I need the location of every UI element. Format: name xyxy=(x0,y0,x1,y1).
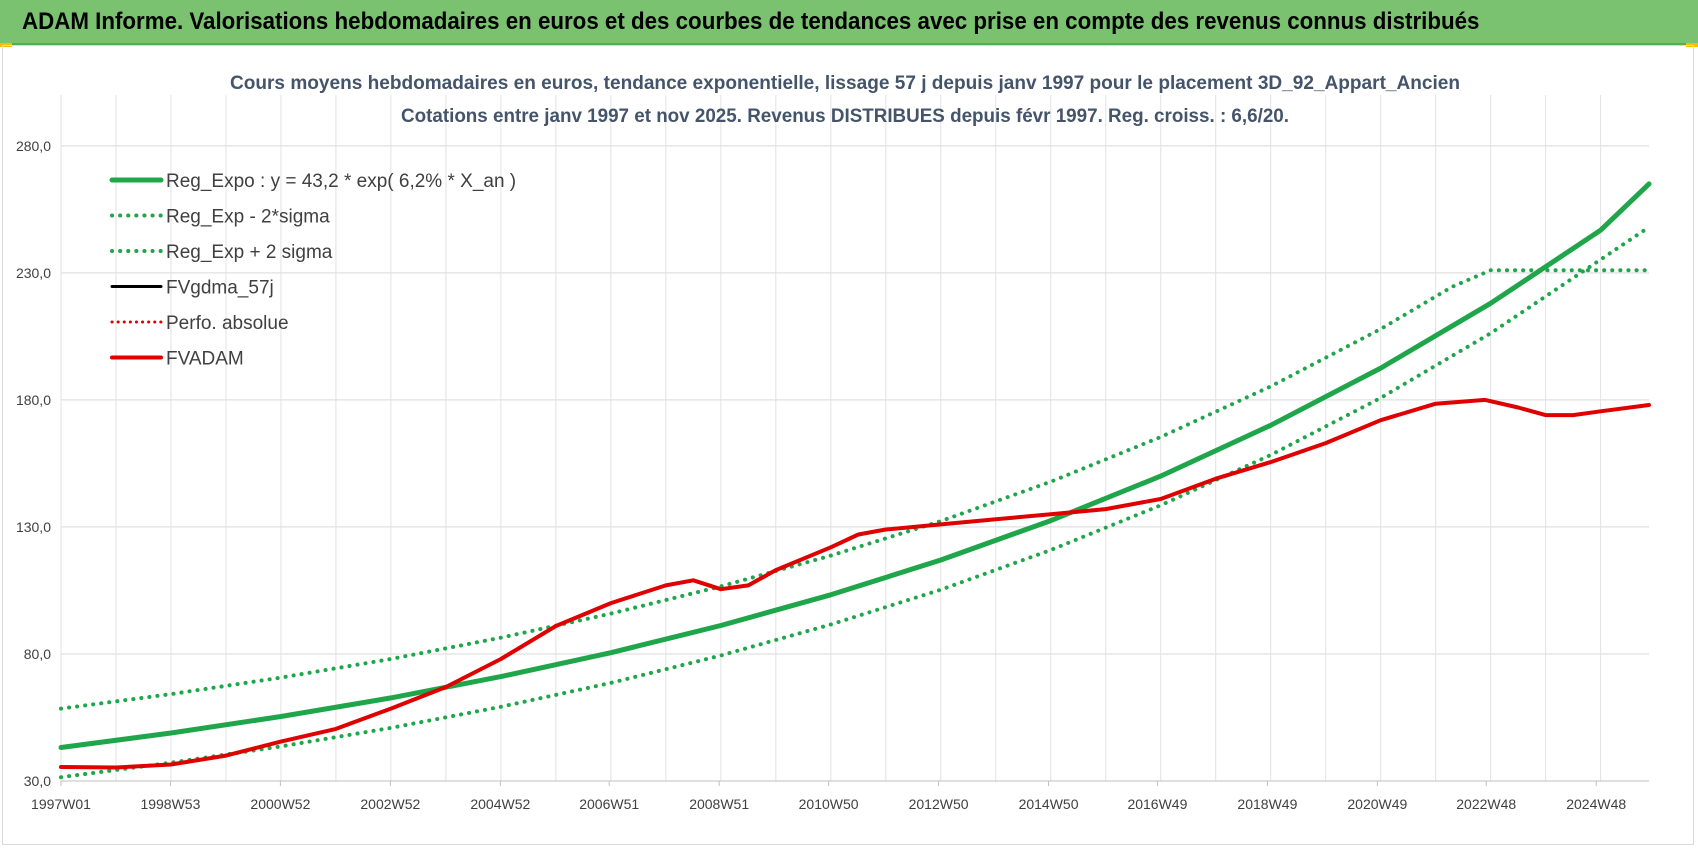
x-tick-label: 2016W49 xyxy=(1127,796,1187,812)
series-line xyxy=(58,181,1652,750)
legend-label: FVgdma_57j xyxy=(166,278,274,299)
y-tick-label: 230,0 xyxy=(16,265,51,281)
x-axis: 1997W01 1998W53 2000W52 2002W52 2004W52 2006W… xyxy=(31,781,1626,812)
series-line xyxy=(59,397,1651,770)
chart-title: Cours moyens hebdomadaires en euros, ten… xyxy=(230,73,1460,94)
x-tick-label: 2020W49 xyxy=(1347,796,1407,812)
y-axis: 30,0 80,0 130,0 180,0 230,0 280,0 xyxy=(16,138,51,789)
gridlines xyxy=(60,95,1649,782)
y-tick-label: 130,0 xyxy=(16,519,51,535)
series-line xyxy=(59,268,1651,711)
x-tick-label: 2010W50 xyxy=(799,796,859,812)
x-tick-label: 2000W52 xyxy=(250,796,310,812)
series-line xyxy=(59,225,1651,780)
x-tick-label: 1997W01 xyxy=(31,796,91,812)
x-tick-label: 2004W52 xyxy=(470,796,530,812)
legend-label: Reg_Exp + 2 sigma xyxy=(166,242,333,263)
report-title: ADAM Informe. Valorisations hebdomadaire… xyxy=(22,8,1480,35)
y-tick-label: 180,0 xyxy=(16,392,51,408)
plot-area xyxy=(58,181,1652,780)
x-tick-label: 2012W50 xyxy=(909,796,969,812)
x-tick-label: 2002W52 xyxy=(360,796,420,812)
x-tick-label: 2018W49 xyxy=(1237,796,1297,812)
legend-label: FVADAM xyxy=(166,349,244,370)
chart-subtitle: Cotations entre janv 1997 et nov 2025. R… xyxy=(401,106,1289,127)
x-tick-label: 1998W53 xyxy=(140,796,200,812)
y-tick-label: 30,0 xyxy=(24,773,51,789)
legend: Reg_Expo : y = 43,2 * exp( 6,2% * X_an )… xyxy=(109,171,516,370)
legend-label: Reg_Expo : y = 43,2 * exp( 6,2% * X_an ) xyxy=(166,171,516,192)
x-tick-label: 2024W48 xyxy=(1566,796,1626,812)
legend-label: Perfo. absolue xyxy=(166,313,289,334)
title-banner: ADAM Informe. Valorisations hebdomadaire… xyxy=(0,0,1698,45)
y-tick-label: 80,0 xyxy=(24,646,51,662)
x-tick-label: 2014W50 xyxy=(1019,796,1079,812)
legend-label: Reg_Exp - 2*sigma xyxy=(166,207,330,228)
x-tick-label: 2022W48 xyxy=(1456,796,1516,812)
x-tick-label: 2006W51 xyxy=(579,796,639,812)
x-tick-label: 2008W51 xyxy=(689,796,749,812)
chart-frame xyxy=(2,45,1694,845)
y-tick-label: 280,0 xyxy=(16,138,51,154)
